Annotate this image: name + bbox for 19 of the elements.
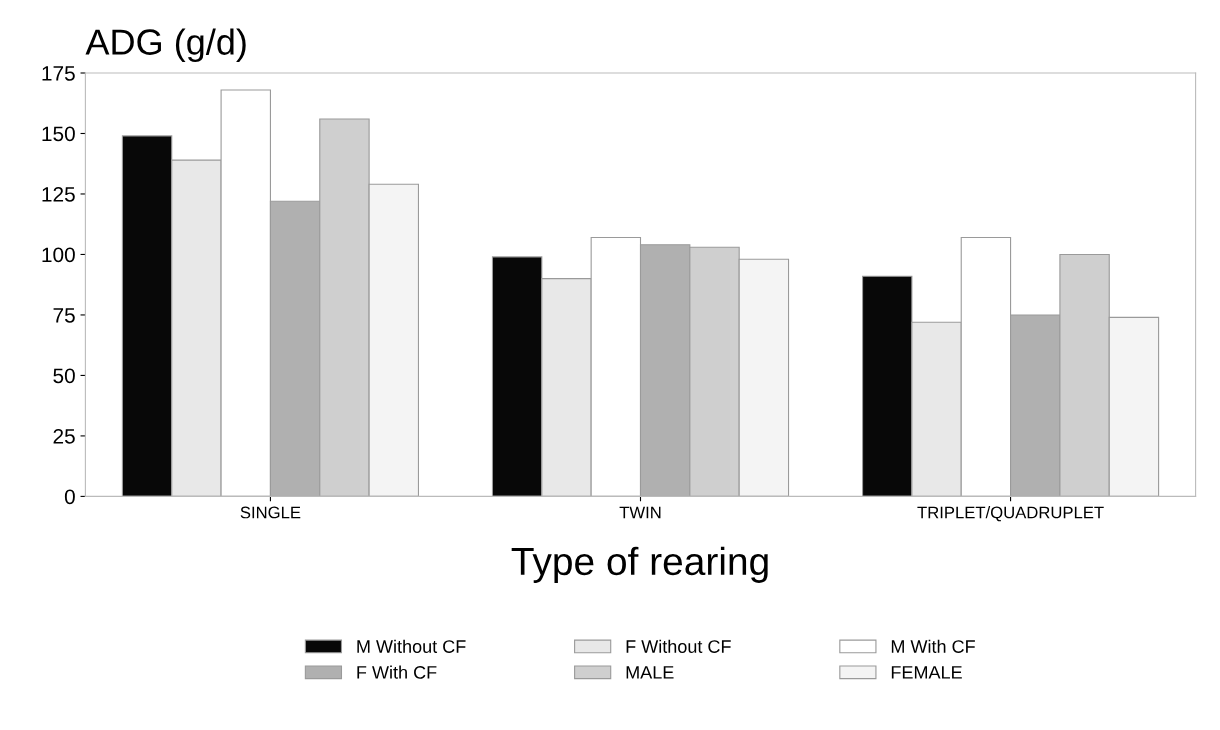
- y-axis-title: ADG (g/d): [85, 28, 246, 63]
- y-tick-label: 100: [42, 247, 75, 263]
- x-tick-label: TWIN: [619, 506, 661, 519]
- legend-label: FEMALE: [891, 666, 962, 679]
- legend-label: M With CF: [891, 639, 975, 653]
- y-tick-label: 0: [64, 489, 75, 505]
- y-tick-label: 150: [42, 126, 75, 142]
- legend-label: F Without CF: [626, 639, 731, 653]
- legend-label: M Without CF: [357, 639, 466, 653]
- y-tick-label: 50: [53, 368, 75, 384]
- x-tick-label: TRIPLET/QUADRUPLET: [917, 506, 1104, 522]
- legend-label: MALE: [626, 666, 674, 679]
- y-tick-label: 125: [42, 186, 75, 202]
- y-tick-label: 75: [53, 308, 75, 323]
- x-tick-label: SINGLE: [240, 506, 301, 519]
- legend-label: F With CF: [357, 665, 437, 679]
- y-tick-label: 175: [42, 66, 75, 81]
- y-tick-label: 25: [53, 428, 75, 444]
- x-axis-title: Type of rearing: [511, 546, 768, 583]
